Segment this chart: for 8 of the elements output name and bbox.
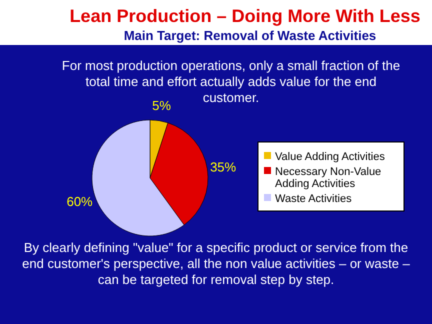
- data-label: 35%: [210, 159, 237, 174]
- legend-label: Necessary Non-Value Adding Activities: [275, 166, 382, 190]
- chart-title: Lean Production – Doing More With Less: [70, 6, 420, 26]
- text: By clearly defining "value" for a specific product or service from the end customer's perspective, all the non value activities – or waste – can be targeted for removal step by step.: [22, 240, 411, 287]
- data-label: 60%: [66, 194, 94, 209]
- legend-label: Value Adding Activities: [275, 151, 386, 163]
- chart-subtitle: Main Target: Removal of Waste Activities: [124, 28, 376, 43]
- legend-label: Waste Activities: [275, 193, 352, 205]
